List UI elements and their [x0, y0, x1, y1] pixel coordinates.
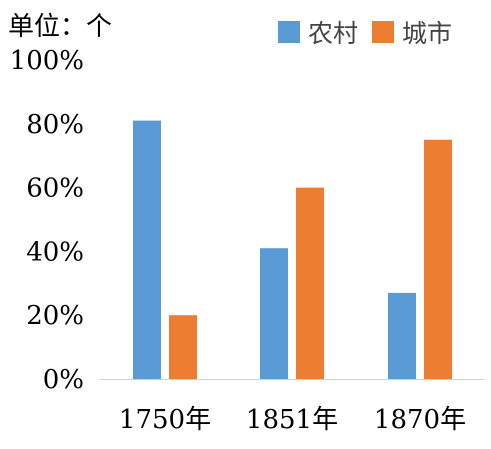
- legend-item-rural: 农村: [278, 14, 358, 50]
- bar-urban-0: [169, 315, 197, 379]
- bar-rural-2: [388, 292, 416, 379]
- x-tick-label: 1750年: [119, 405, 211, 435]
- y-tick-label: 100%: [10, 46, 84, 76]
- legend-item-urban: 城市: [372, 14, 452, 50]
- x-tick-label: 1851年: [246, 405, 338, 435]
- y-tick-label: 20%: [26, 301, 84, 331]
- bar-urban-1: [296, 187, 324, 379]
- legend-swatch-urban: [372, 21, 395, 43]
- y-tick-label: 0%: [43, 365, 84, 395]
- legend-swatch-rural: [278, 21, 300, 43]
- bar-rural-0: [133, 120, 161, 380]
- legend: 农村 城市: [278, 14, 466, 50]
- y-tick-label: 40%: [26, 237, 84, 267]
- unit-label: 单位：个: [8, 12, 113, 42]
- legend-label-urban: 城市: [402, 19, 453, 48]
- bar-urban-2: [424, 139, 452, 379]
- legend-label-rural: 农村: [308, 19, 359, 48]
- y-tick-label: 60%: [26, 174, 84, 204]
- y-tick-label: 80%: [26, 110, 84, 140]
- x-tick-label: 1870年: [374, 405, 466, 435]
- bar-rural-1: [260, 248, 288, 379]
